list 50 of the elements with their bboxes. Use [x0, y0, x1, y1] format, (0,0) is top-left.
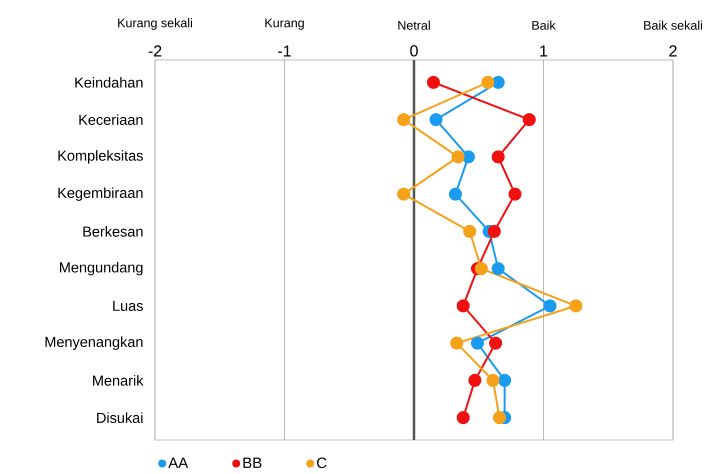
- y-tick-label: Luas: [113, 300, 143, 311]
- y-tick-label: Keceriaan: [79, 114, 143, 125]
- legend-label: C: [316, 458, 326, 468]
- legend-label: AA: [168, 458, 188, 468]
- point: [508, 188, 522, 201]
- point: [430, 113, 443, 126]
- point: [462, 150, 475, 164]
- y-tick-label: Kegembiraan: [58, 187, 143, 201]
- x-tick-label: 0: [410, 45, 418, 56]
- x-tick-label: 1: [540, 45, 548, 56]
- point: [492, 411, 506, 424]
- point: [543, 299, 556, 312]
- point: [492, 76, 505, 89]
- y-tick-label: Berkesan: [83, 226, 143, 237]
- point: [569, 299, 582, 312]
- legend-label: BB: [243, 458, 262, 468]
- y-tick-label: Kompleksitas: [58, 150, 143, 164]
- text: Kurang sekali: [118, 18, 192, 30]
- y-tick-label: Menyenangkan: [46, 336, 143, 350]
- y-tick-label: Keindahan: [75, 77, 143, 88]
- point: [522, 113, 536, 126]
- text: Netral: [398, 20, 430, 30]
- point: [397, 113, 410, 126]
- point: [468, 374, 482, 387]
- point: [456, 299, 470, 312]
- point: [492, 262, 505, 276]
- point: [492, 150, 505, 164]
- point: [450, 336, 464, 350]
- y-tick-label: Mengundang: [60, 262, 143, 276]
- x-tick-label: -1: [278, 45, 291, 56]
- point: [498, 374, 512, 387]
- text: Baik: [532, 20, 556, 30]
- point: [470, 336, 484, 350]
- point: [426, 76, 440, 89]
- point: [474, 262, 488, 276]
- x-tick-label: -2: [148, 45, 162, 56]
- point: [397, 188, 410, 201]
- point: [489, 336, 502, 350]
- point: [488, 224, 501, 238]
- point: [448, 188, 462, 201]
- y-tick-label: Menarik: [93, 375, 144, 386]
- x-tick-label: 2: [669, 45, 677, 56]
- point: [456, 411, 470, 424]
- point: [481, 76, 494, 89]
- point: [452, 150, 465, 164]
- point: [463, 224, 476, 238]
- point: [486, 374, 500, 387]
- text: Baik sekali: [644, 20, 702, 30]
- y-tick-label: Disukai: [97, 412, 142, 423]
- text: Kurang: [265, 18, 304, 30]
